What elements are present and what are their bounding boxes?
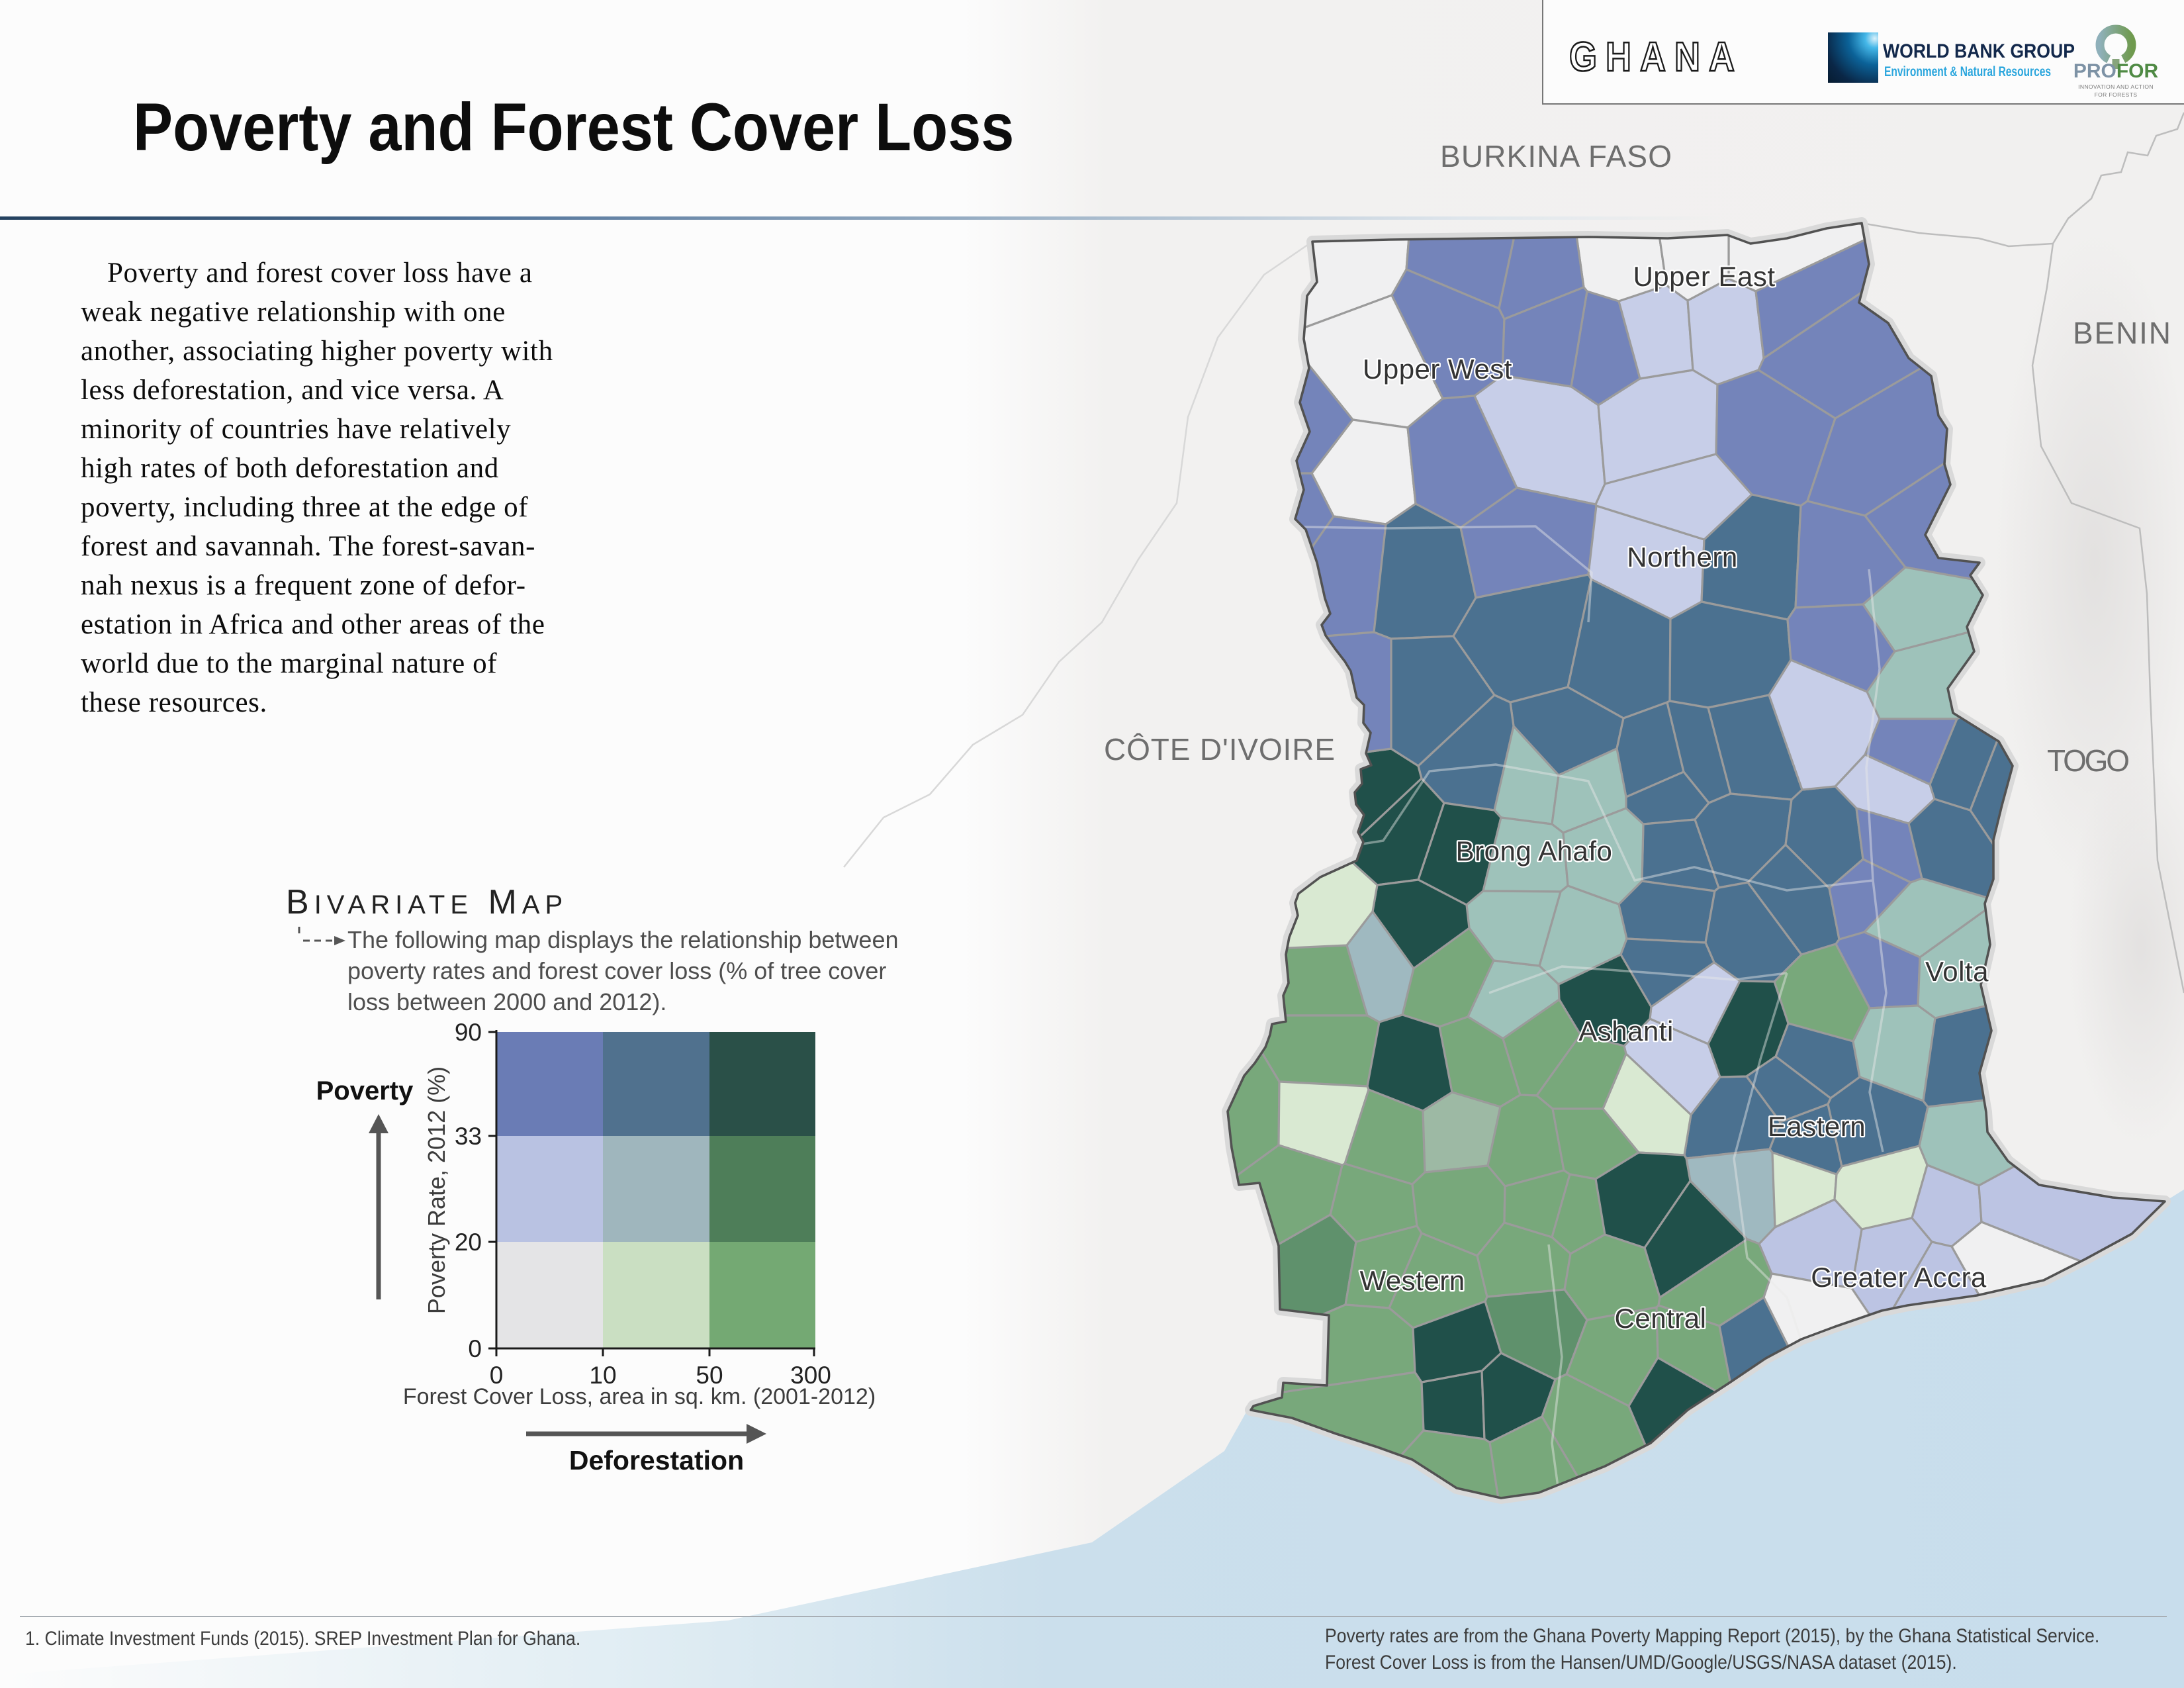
svg-text:FOR FORESTS: FOR FORESTS	[2095, 91, 2138, 98]
svg-text:Central: Central	[1615, 1303, 1707, 1334]
svg-text:300: 300	[790, 1362, 831, 1389]
svg-text:BIVARIATE MAP: BIVARIATE MAP	[286, 883, 568, 921]
svg-text:90: 90	[455, 1019, 482, 1046]
svg-text:Deforestation: Deforestation	[569, 1445, 744, 1476]
svg-text:Western: Western	[1359, 1265, 1465, 1296]
svg-text:50: 50	[696, 1362, 723, 1389]
svg-text:TOGO: TOGO	[2047, 743, 2130, 778]
svg-text:PROFOR: PROFOR	[2073, 60, 2159, 82]
svg-text:INNOVATION AND ACTION: INNOVATION AND ACTION	[2078, 83, 2154, 90]
svg-text:Eastern: Eastern	[1768, 1111, 1866, 1142]
svg-text:20: 20	[455, 1229, 482, 1256]
svg-text:Greater Accra: Greater Accra	[1811, 1262, 1987, 1293]
svg-text:Forest Cover Loss, area in sq.: Forest Cover Loss, area in sq. km. (2001…	[403, 1384, 876, 1409]
svg-text:The following map displays the: The following map displays the relations…	[347, 926, 898, 953]
svg-text:Ashanti: Ashanti	[1578, 1015, 1674, 1047]
svg-text:BURKINA FASO: BURKINA FASO	[1440, 139, 1672, 173]
svg-text:0: 0	[468, 1335, 482, 1362]
svg-text:Upper West: Upper West	[1363, 353, 1512, 385]
svg-text:Northern: Northern	[1627, 541, 1737, 573]
svg-text:loss between 2000 and 2012).: loss between 2000 and 2012).	[347, 988, 666, 1015]
svg-text:Environment & Natural Resource: Environment & Natural Resources	[1884, 64, 2051, 79]
svg-text:Poverty Rate, 2012 (%): Poverty Rate, 2012 (%)	[423, 1066, 450, 1314]
svg-text:Brong Ahafo: Brong Ahafo	[1456, 835, 1613, 867]
svg-text:Poverty: Poverty	[316, 1076, 414, 1105]
svg-text:10: 10	[589, 1362, 616, 1389]
svg-text:CÔTE D'IVOIRE: CÔTE D'IVOIRE	[1104, 732, 1335, 767]
svg-text:WORLD BANK GROUP: WORLD BANK GROUP	[1883, 40, 2075, 62]
svg-text:0: 0	[490, 1362, 504, 1389]
svg-text:33: 33	[455, 1123, 482, 1150]
svg-text:BENIN: BENIN	[2073, 316, 2171, 350]
svg-text:poverty rates and forest cover: poverty rates and forest cover loss (% o…	[347, 957, 886, 984]
svg-text:Volta: Volta	[1925, 956, 1989, 987]
svg-text:Upper East: Upper East	[1633, 261, 1775, 292]
